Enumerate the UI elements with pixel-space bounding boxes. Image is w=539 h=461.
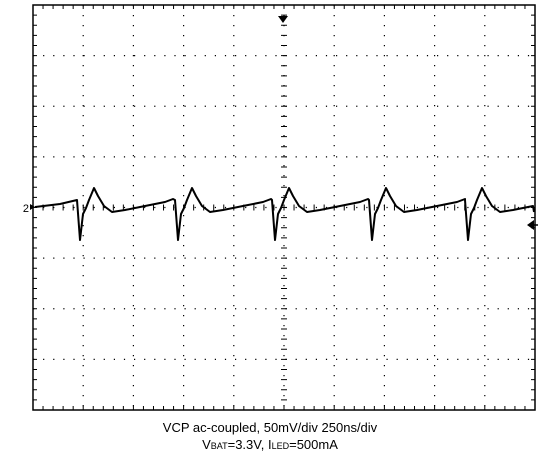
caption-subscript: LED [272, 441, 290, 451]
caption-line: VCP ac-coupled, 50mV/div 250ns/div [163, 420, 378, 435]
channel-arrow [30, 204, 35, 210]
waveform [34, 187, 535, 241]
caption-part: =3.3V, I [228, 437, 272, 452]
caption-part: =500mA [289, 437, 338, 452]
trigger-position-marker [278, 16, 288, 23]
trigger-level-marker [527, 220, 534, 230]
caption-part: V [202, 437, 211, 452]
channel-marker: 2 [23, 203, 29, 215]
caption-subscript: BAT [211, 441, 228, 451]
grid [33, 5, 535, 410]
caption-line: VBAT=3.3V, ILED=500mA [202, 437, 338, 452]
